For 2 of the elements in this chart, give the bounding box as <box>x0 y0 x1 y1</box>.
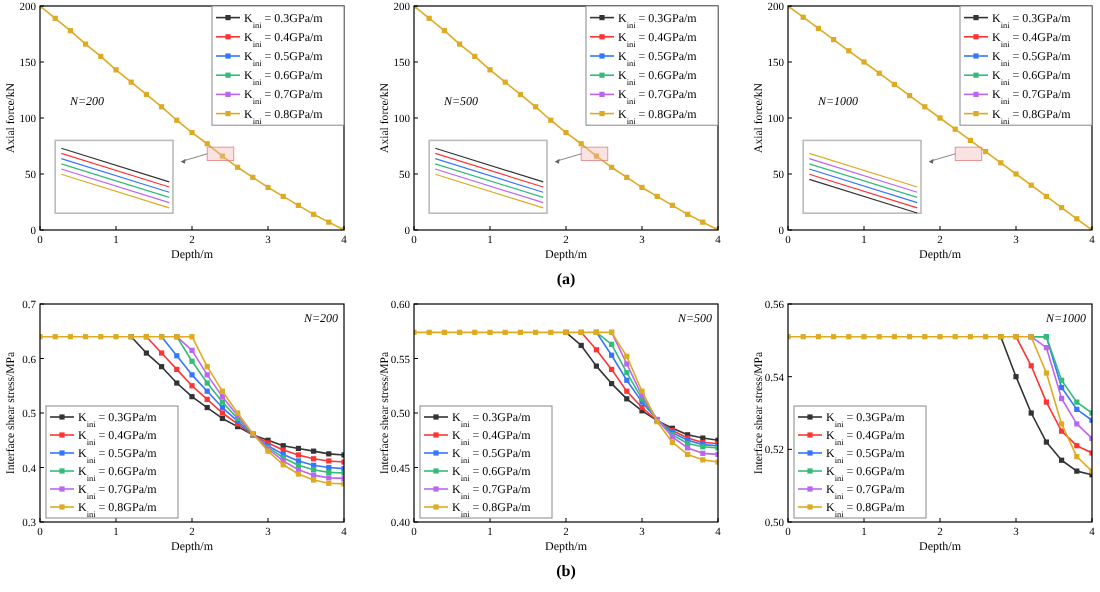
text: (b) <box>556 562 577 580</box>
text: (a) <box>556 270 576 288</box>
